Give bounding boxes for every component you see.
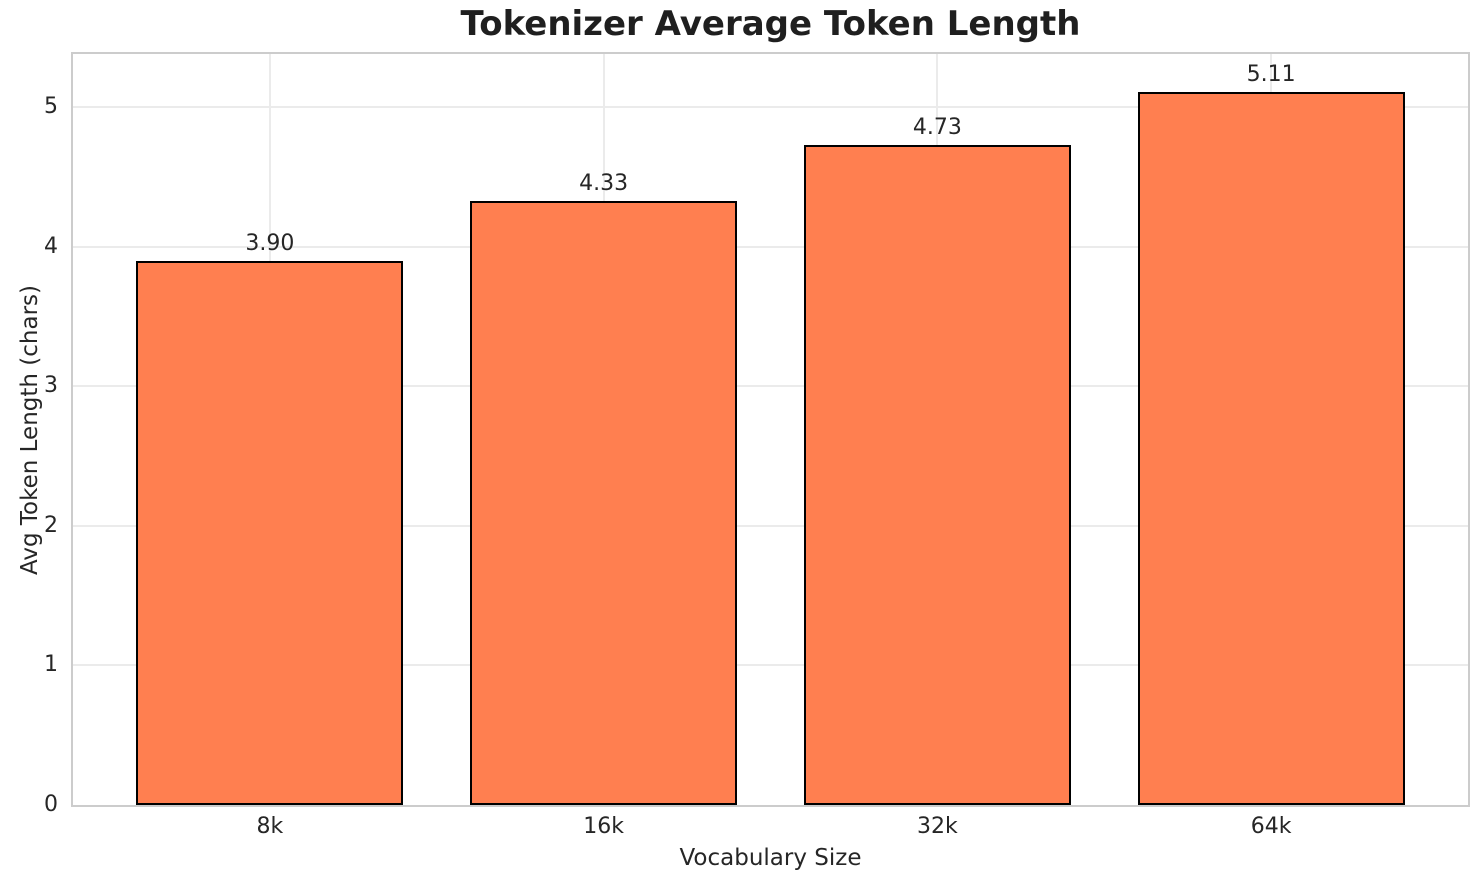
bar-8k <box>136 260 404 805</box>
gridline-h <box>73 106 1468 109</box>
gridline-h <box>73 524 1468 527</box>
bar-value-label: 3.90 <box>245 230 295 256</box>
x-tick-label: 64k <box>1250 814 1292 839</box>
plot-area: 3.90 4.33 4.73 5.11 <box>71 52 1470 807</box>
bar-16k <box>470 200 738 805</box>
y-tick-label: 0 <box>44 792 58 817</box>
chart-title: Tokenizer Average Token Length <box>460 4 1081 44</box>
x-axis-label: Vocabulary Size <box>679 845 862 871</box>
gridline-h <box>73 664 1468 667</box>
x-tick-label: 8k <box>256 814 284 839</box>
bar-value-label: 4.73 <box>912 114 962 140</box>
gridline-h <box>73 385 1468 388</box>
gridline-h <box>73 245 1468 248</box>
bar-group-16k: 4.33 <box>470 54 738 805</box>
bar-64k <box>1137 91 1405 805</box>
y-tick-label: 4 <box>44 233 58 259</box>
y-tick-label: 2 <box>44 512 58 538</box>
y-tick-label: 1 <box>44 652 58 678</box>
x-tick-label: 16k <box>583 814 624 839</box>
y-tick-label: 5 <box>44 94 58 120</box>
bar-value-label: 4.33 <box>579 170 629 196</box>
bar-32k <box>803 144 1071 805</box>
x-tick-label: 32k <box>916 814 958 839</box>
bar-group-64k: 5.11 <box>1137 54 1405 805</box>
bar-group-8k: 3.90 <box>136 54 404 805</box>
bar-group-32k: 4.73 <box>803 54 1071 805</box>
y-tick-label: 3 <box>44 373 58 399</box>
bar-value-label: 5.11 <box>1246 61 1296 87</box>
